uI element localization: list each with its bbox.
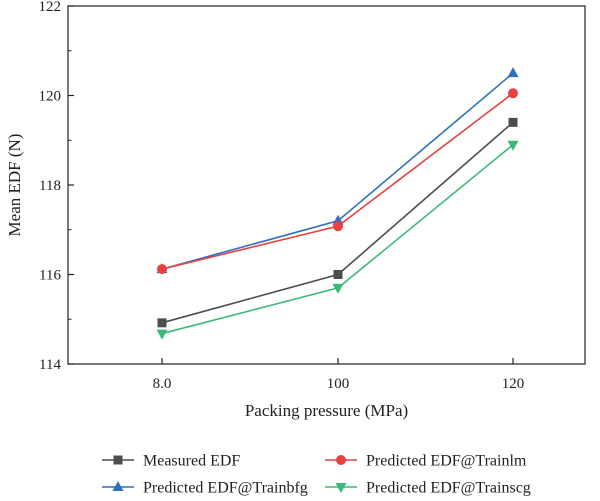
y-tick-label: 116 <box>39 268 61 284</box>
data-point <box>157 318 167 328</box>
series-2 <box>157 88 518 275</box>
legend-item: Measured EDF <box>102 453 240 470</box>
legend-marker <box>112 481 124 491</box>
legend-item: Predicted EDF@Trainscg <box>325 480 531 497</box>
data-point <box>157 264 167 275</box>
legend-item: Predicted EDF@Trainbfg <box>102 480 308 497</box>
y-axis-ticks: 114 116 118 120 122 <box>39 0 74 373</box>
data-point <box>508 117 518 127</box>
data-point <box>507 140 519 151</box>
series-line <box>161 144 514 335</box>
series-1 <box>156 67 519 274</box>
legend-marker <box>336 455 346 465</box>
series-line <box>161 72 514 270</box>
legend-label: Predicted EDF@Trainscg <box>366 480 531 497</box>
legend-label: Predicted EDF@Trainlm <box>366 453 527 470</box>
data-point <box>156 329 168 340</box>
legend-label: Measured EDF <box>143 453 240 470</box>
y-tick-label: 120 <box>39 89 62 105</box>
data-point <box>507 67 519 78</box>
plot-frame <box>67 5 586 365</box>
x-axis-title: Packing pressure (MPa) <box>245 401 408 420</box>
x-tick-label: 8.0 <box>153 376 172 392</box>
data-point <box>508 88 518 99</box>
series-line <box>161 92 514 270</box>
series-layer <box>156 67 519 340</box>
x-tick-label: 100 <box>327 376 350 392</box>
plot-border <box>67 5 586 365</box>
data-point <box>332 283 344 294</box>
y-tick-label: 118 <box>39 178 61 194</box>
y-tick-label: 122 <box>39 0 62 15</box>
legend-label: Predicted EDF@Trainbfg <box>143 480 308 497</box>
x-axis-ticks: 8.0 100 120 <box>153 358 525 392</box>
legend-item: Predicted EDF@Trainlm <box>325 453 527 470</box>
y-tick-label: 114 <box>39 357 61 373</box>
data-point <box>333 221 343 232</box>
x-tick-label: 120 <box>502 376 525 392</box>
legend-marker <box>335 483 347 493</box>
series-3 <box>156 140 519 340</box>
y-axis-title: Mean EDF (N) <box>5 134 24 237</box>
legend-marker <box>113 455 123 465</box>
legend: Measured EDF Predicted EDF@Trainbfg Predic… <box>102 453 531 497</box>
series-0 <box>157 117 518 328</box>
data-point <box>333 270 343 279</box>
